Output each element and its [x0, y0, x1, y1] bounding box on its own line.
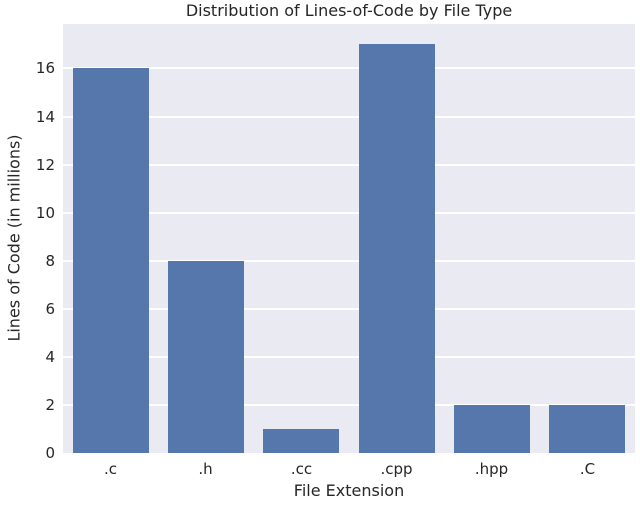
y-tick-label: 8: [45, 252, 55, 270]
plot-area: [63, 24, 635, 453]
gridline: [63, 211, 635, 214]
gridline: [63, 259, 635, 262]
gridline: [63, 307, 635, 310]
y-tick-label: 2: [45, 396, 55, 414]
y-tick-label: 4: [45, 348, 55, 366]
y-tick-label: 16: [35, 59, 55, 77]
gridline: [63, 67, 635, 70]
x-tick-label: .h: [198, 460, 213, 478]
bar-dot-C: [549, 405, 625, 453]
gridline: [63, 355, 635, 358]
y-tick-label: 10: [35, 204, 55, 222]
x-axis-label: File Extension: [293, 481, 405, 500]
gridline: [63, 403, 635, 406]
x-tick-label: .cc: [290, 460, 313, 478]
bar-dot-cpp: [359, 44, 435, 453]
y-tick-label: 0: [45, 444, 55, 462]
gridline: [63, 115, 635, 118]
bar-dot-c: [73, 68, 149, 453]
x-tick-label: .cpp: [380, 460, 413, 478]
x-tick-label: .hpp: [474, 460, 509, 478]
x-tick-label: .C: [579, 460, 596, 478]
chart-title: Distribution of Lines-of-Code by File Ty…: [185, 1, 513, 20]
gridline: [63, 163, 635, 166]
y-tick-label: 6: [45, 300, 55, 318]
y-tick-label: 12: [35, 156, 55, 174]
bar-dot-h: [168, 261, 244, 453]
bar-dot-hpp: [454, 405, 530, 453]
bar-dot-cc: [263, 429, 339, 453]
x-tick-label: .c: [103, 460, 117, 478]
y-tick-label: 14: [35, 108, 55, 126]
